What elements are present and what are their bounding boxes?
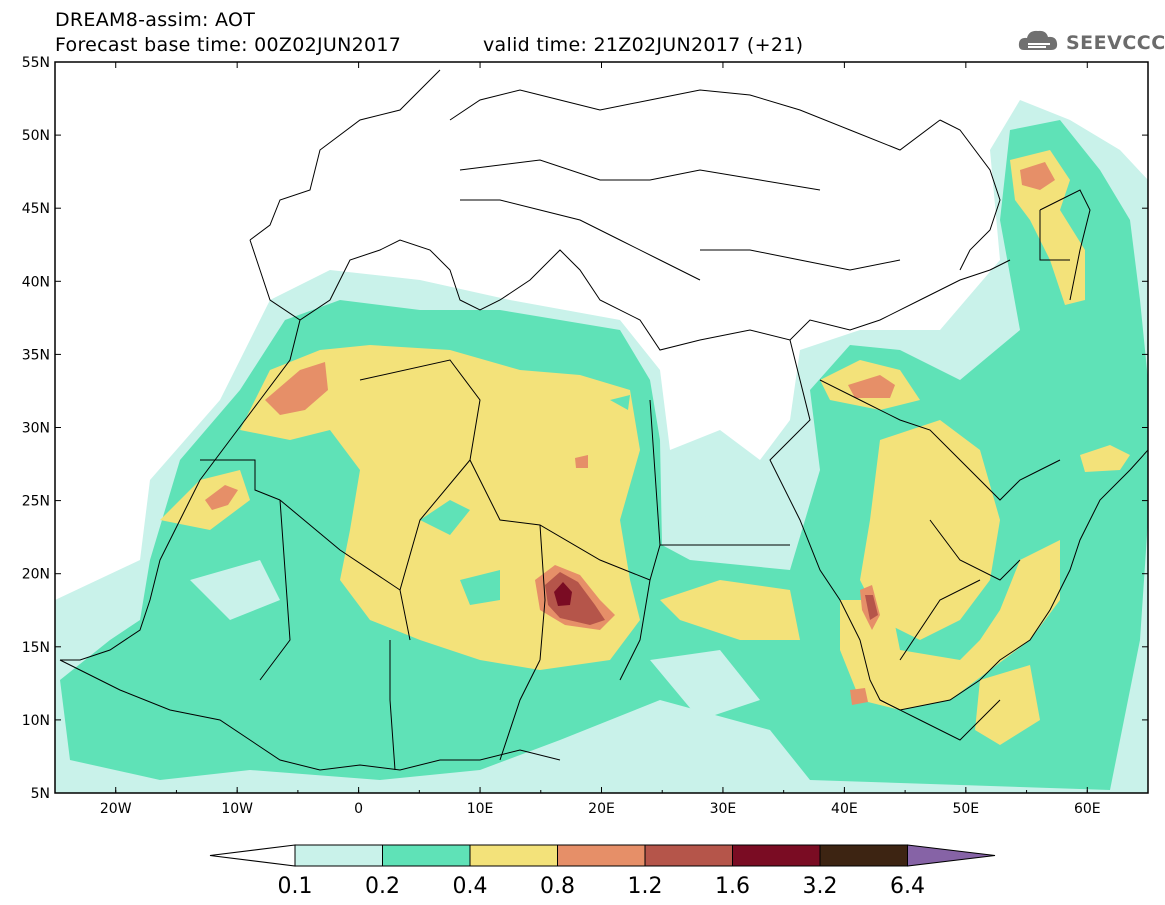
aot-band-0.1-holes: [190, 510, 790, 720]
colorbar-max-arrow: [907, 844, 996, 867]
lat-label: 55N: [22, 55, 50, 71]
colorbar-label: 0.4: [453, 874, 488, 899]
lon-label: 60E: [1074, 801, 1101, 817]
valid-time: valid time: 21Z02JUN2017 (+21): [483, 34, 804, 56]
lon-label: 50E: [952, 801, 979, 817]
colorbar-swatch: [557, 844, 646, 867]
lat-label: 45N: [22, 201, 50, 217]
longitude-labels: 20W 10W 0 10E 20E 30E 40E 50E 60E: [100, 801, 1101, 817]
aot-band-1.6: [554, 582, 572, 606]
lat-label: 5N: [31, 786, 50, 802]
lon-label: 10W: [221, 801, 253, 817]
lon-label: 10E: [467, 801, 494, 817]
colorbar-label: 1.2: [628, 874, 663, 899]
colorbar-swatch: [819, 844, 908, 867]
colorbar-label: 0.1: [278, 874, 313, 899]
lon-label: 40E: [831, 801, 858, 817]
coastlines: [59, 69, 1148, 771]
axis-ticks: [54, 61, 1149, 794]
forecast-base-time: Forecast base time: 00Z02JUN2017: [55, 34, 402, 56]
latitude-labels: 5N 10N 15N 20N 25N 30N 35N 40N 45N 50N 55N: [22, 55, 50, 802]
country-borders: [200, 210, 1070, 771]
colorbar-labels: 0.1 0.2 0.4 0.8 1.2 1.6 3.2 6.4: [278, 874, 926, 899]
colorbar-min-arrow: [209, 844, 296, 867]
lat-label: 10N: [22, 713, 50, 729]
lat-label: 20N: [22, 567, 50, 583]
colorbar-swatch: [732, 844, 821, 867]
logo-text: SEEVCCC: [1066, 32, 1165, 54]
lon-label: 20E: [588, 801, 615, 817]
colorbar-swatch: [294, 844, 383, 867]
lat-label: 40N: [22, 274, 50, 290]
colorbar-label: 0.2: [365, 874, 400, 899]
colorbar-swatches: [209, 844, 996, 867]
cloud-icon: [1018, 30, 1058, 50]
colorbar-label: 3.2: [803, 874, 838, 899]
map-title: DREAM8-assim: AOT: [55, 9, 256, 31]
lon-label: 30E: [710, 801, 737, 817]
colorbar-swatch: [382, 844, 471, 867]
lat-label: 35N: [22, 347, 50, 363]
lat-label: 25N: [22, 494, 50, 510]
lon-label: 20W: [100, 801, 132, 817]
aot-band-1.2: [545, 572, 878, 625]
lon-label: 0: [354, 801, 363, 817]
colorbar-label: 6.4: [890, 874, 925, 899]
aot-band-0.2-holes: [420, 395, 630, 605]
colorbar-label: 0.8: [540, 874, 575, 899]
lat-label: 50N: [22, 128, 50, 144]
lat-label: 15N: [22, 640, 50, 656]
colorbar-swatch: [469, 844, 558, 867]
lat-label: 30N: [22, 421, 50, 437]
colorbar-label: 1.6: [715, 874, 750, 899]
aot-field: [55, 100, 1148, 793]
colorbar-swatch: [644, 844, 733, 867]
